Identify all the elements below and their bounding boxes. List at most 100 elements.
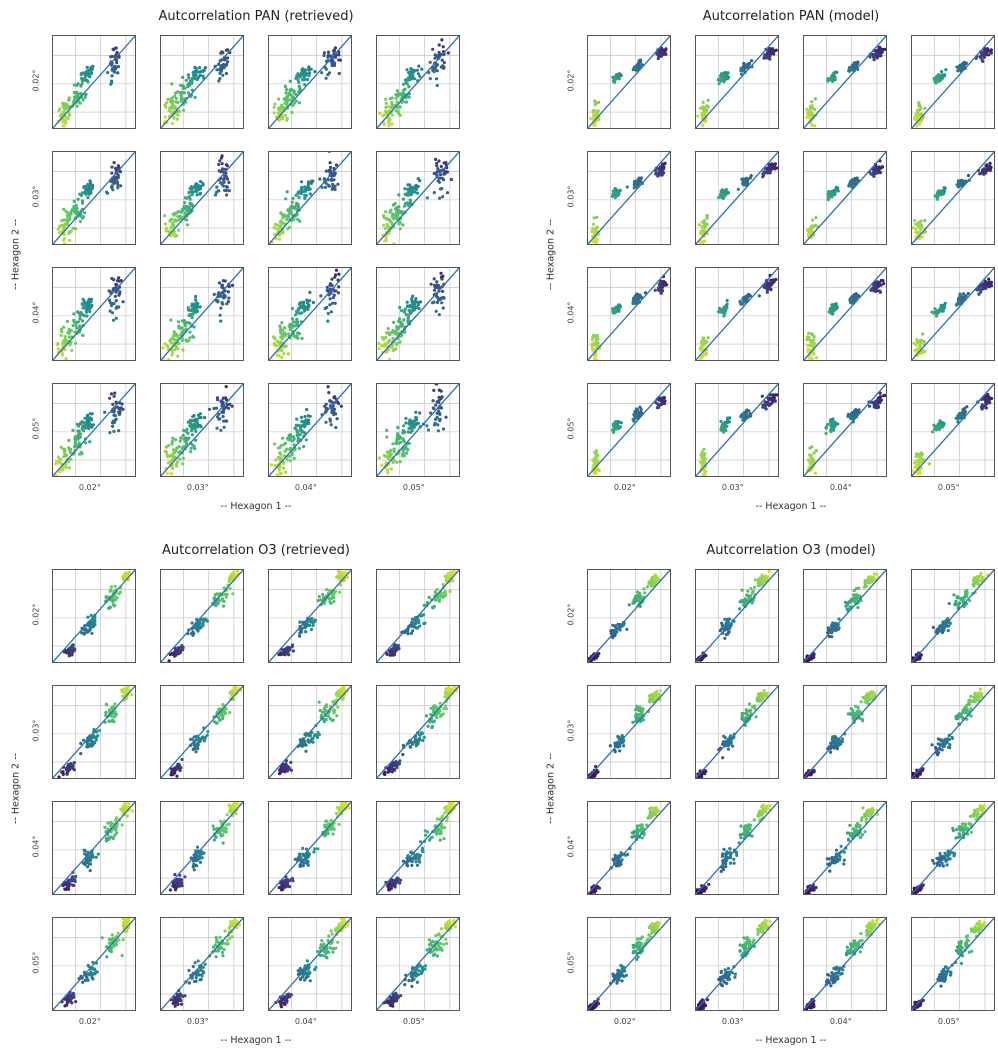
scatter-point: [414, 297, 418, 301]
scatter-point: [870, 172, 874, 176]
scatter-point: [181, 456, 185, 460]
scatter-point: [337, 285, 341, 289]
identity-line: [911, 267, 995, 361]
scatter-point: [328, 419, 332, 423]
scatter-point: [194, 298, 198, 302]
scatter-point: [830, 426, 834, 430]
scatter-point: [176, 354, 180, 358]
scatter-point: [80, 191, 85, 195]
scatter-point: [406, 183, 410, 187]
identity-line: [160, 151, 244, 245]
scatter-point: [163, 222, 167, 226]
scatter-point: [933, 307, 937, 311]
scatter-point: [180, 208, 185, 212]
scatter-point: [407, 441, 411, 445]
scatter-point: [188, 81, 192, 85]
scatter-point: [111, 402, 115, 406]
scatter-point: [216, 398, 220, 402]
scatter-point: [224, 185, 229, 189]
scatter-point: [198, 305, 202, 309]
scatter-point: [773, 165, 777, 169]
row-tick-label: 0.05°: [566, 417, 576, 440]
scatter-point: [402, 454, 406, 458]
scatter-point: [384, 335, 388, 340]
scatter-point: [219, 181, 223, 185]
scatter-point: [225, 419, 229, 423]
scatter-point: [809, 104, 813, 108]
scatter-point: [774, 48, 778, 52]
subplot-frame: [160, 151, 244, 245]
scatter-point: [882, 394, 886, 398]
scatter-point: [218, 417, 222, 421]
scatter-subplot: [376, 35, 460, 129]
scatter-point: [414, 410, 418, 414]
scatter-point: [813, 471, 818, 475]
scatter-point: [441, 289, 445, 293]
scatter-point: [327, 71, 332, 75]
scatter-point: [807, 331, 811, 335]
scatter-point: [301, 303, 305, 307]
scatter-point: [406, 317, 410, 321]
scatter-point: [592, 229, 596, 233]
scatter-point: [188, 197, 192, 201]
scatter-point: [437, 313, 441, 317]
subplot-frame: [52, 151, 136, 245]
scatter-point: [286, 436, 290, 440]
scatter-point: [57, 460, 61, 464]
scatter-point: [390, 122, 394, 126]
identity-line: [268, 151, 352, 245]
scatter-point: [313, 70, 317, 74]
scatter-point: [85, 314, 89, 318]
scatter-point: [173, 347, 177, 352]
scatter-point: [221, 279, 225, 283]
scatter-point: [632, 419, 636, 423]
scatter-point: [279, 327, 283, 331]
y-axis-label: -- Hexagon 2 --: [10, 219, 22, 290]
scatter-point: [169, 234, 173, 238]
scatter-point: [169, 453, 174, 457]
scatter-point: [75, 321, 79, 325]
scatter-point: [774, 277, 778, 282]
scatter-point: [656, 56, 660, 61]
scatter-point: [199, 425, 203, 429]
scatter-point: [88, 440, 92, 444]
scatter-point: [164, 229, 168, 233]
scatter-point: [273, 464, 277, 468]
scatter-point: [190, 308, 194, 312]
scatter-point: [386, 454, 390, 458]
scatter-subplot: [587, 151, 671, 245]
scatter-point: [297, 307, 301, 312]
scatter-point: [108, 431, 112, 435]
scatter-point: [58, 470, 62, 474]
scatter-point: [196, 70, 200, 74]
scatter-point: [306, 414, 310, 418]
scatter-point: [632, 186, 636, 190]
scatter-point: [118, 170, 122, 174]
scatter-point: [439, 164, 443, 169]
scatter-point: [700, 225, 704, 229]
scatter-point: [413, 300, 417, 304]
scatter-point: [326, 55, 330, 59]
scatter-point: [700, 344, 704, 348]
scatter-subplot: [268, 151, 352, 245]
scatter-point: [110, 74, 114, 78]
scatter-point: [325, 285, 329, 289]
scatter-point: [277, 106, 281, 110]
scatter-point: [662, 401, 667, 406]
scatter-point: [378, 111, 382, 115]
scatter-point: [442, 61, 446, 65]
scatter-point: [193, 426, 197, 431]
scatter-point: [59, 223, 63, 228]
scatter-point: [305, 298, 309, 302]
scatter-point: [638, 405, 642, 409]
scatter-point: [723, 189, 727, 194]
scatter-point: [190, 204, 194, 208]
scatter-point: [942, 187, 947, 191]
scatter-point: [293, 335, 297, 339]
scatter-point: [872, 169, 876, 173]
scatter-point: [919, 219, 923, 223]
scatter-point: [189, 313, 193, 317]
scatter-point: [829, 193, 833, 197]
scatter-point: [308, 290, 312, 294]
scatter-point: [428, 77, 432, 81]
